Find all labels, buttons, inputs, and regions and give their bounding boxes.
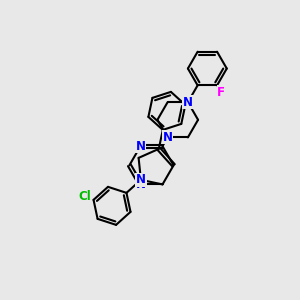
Text: N: N <box>136 173 146 186</box>
Text: N: N <box>163 131 172 144</box>
Text: F: F <box>217 86 225 99</box>
Text: N: N <box>135 178 146 191</box>
Text: N: N <box>135 140 146 153</box>
Text: Cl: Cl <box>78 190 91 203</box>
Text: N: N <box>183 96 193 109</box>
